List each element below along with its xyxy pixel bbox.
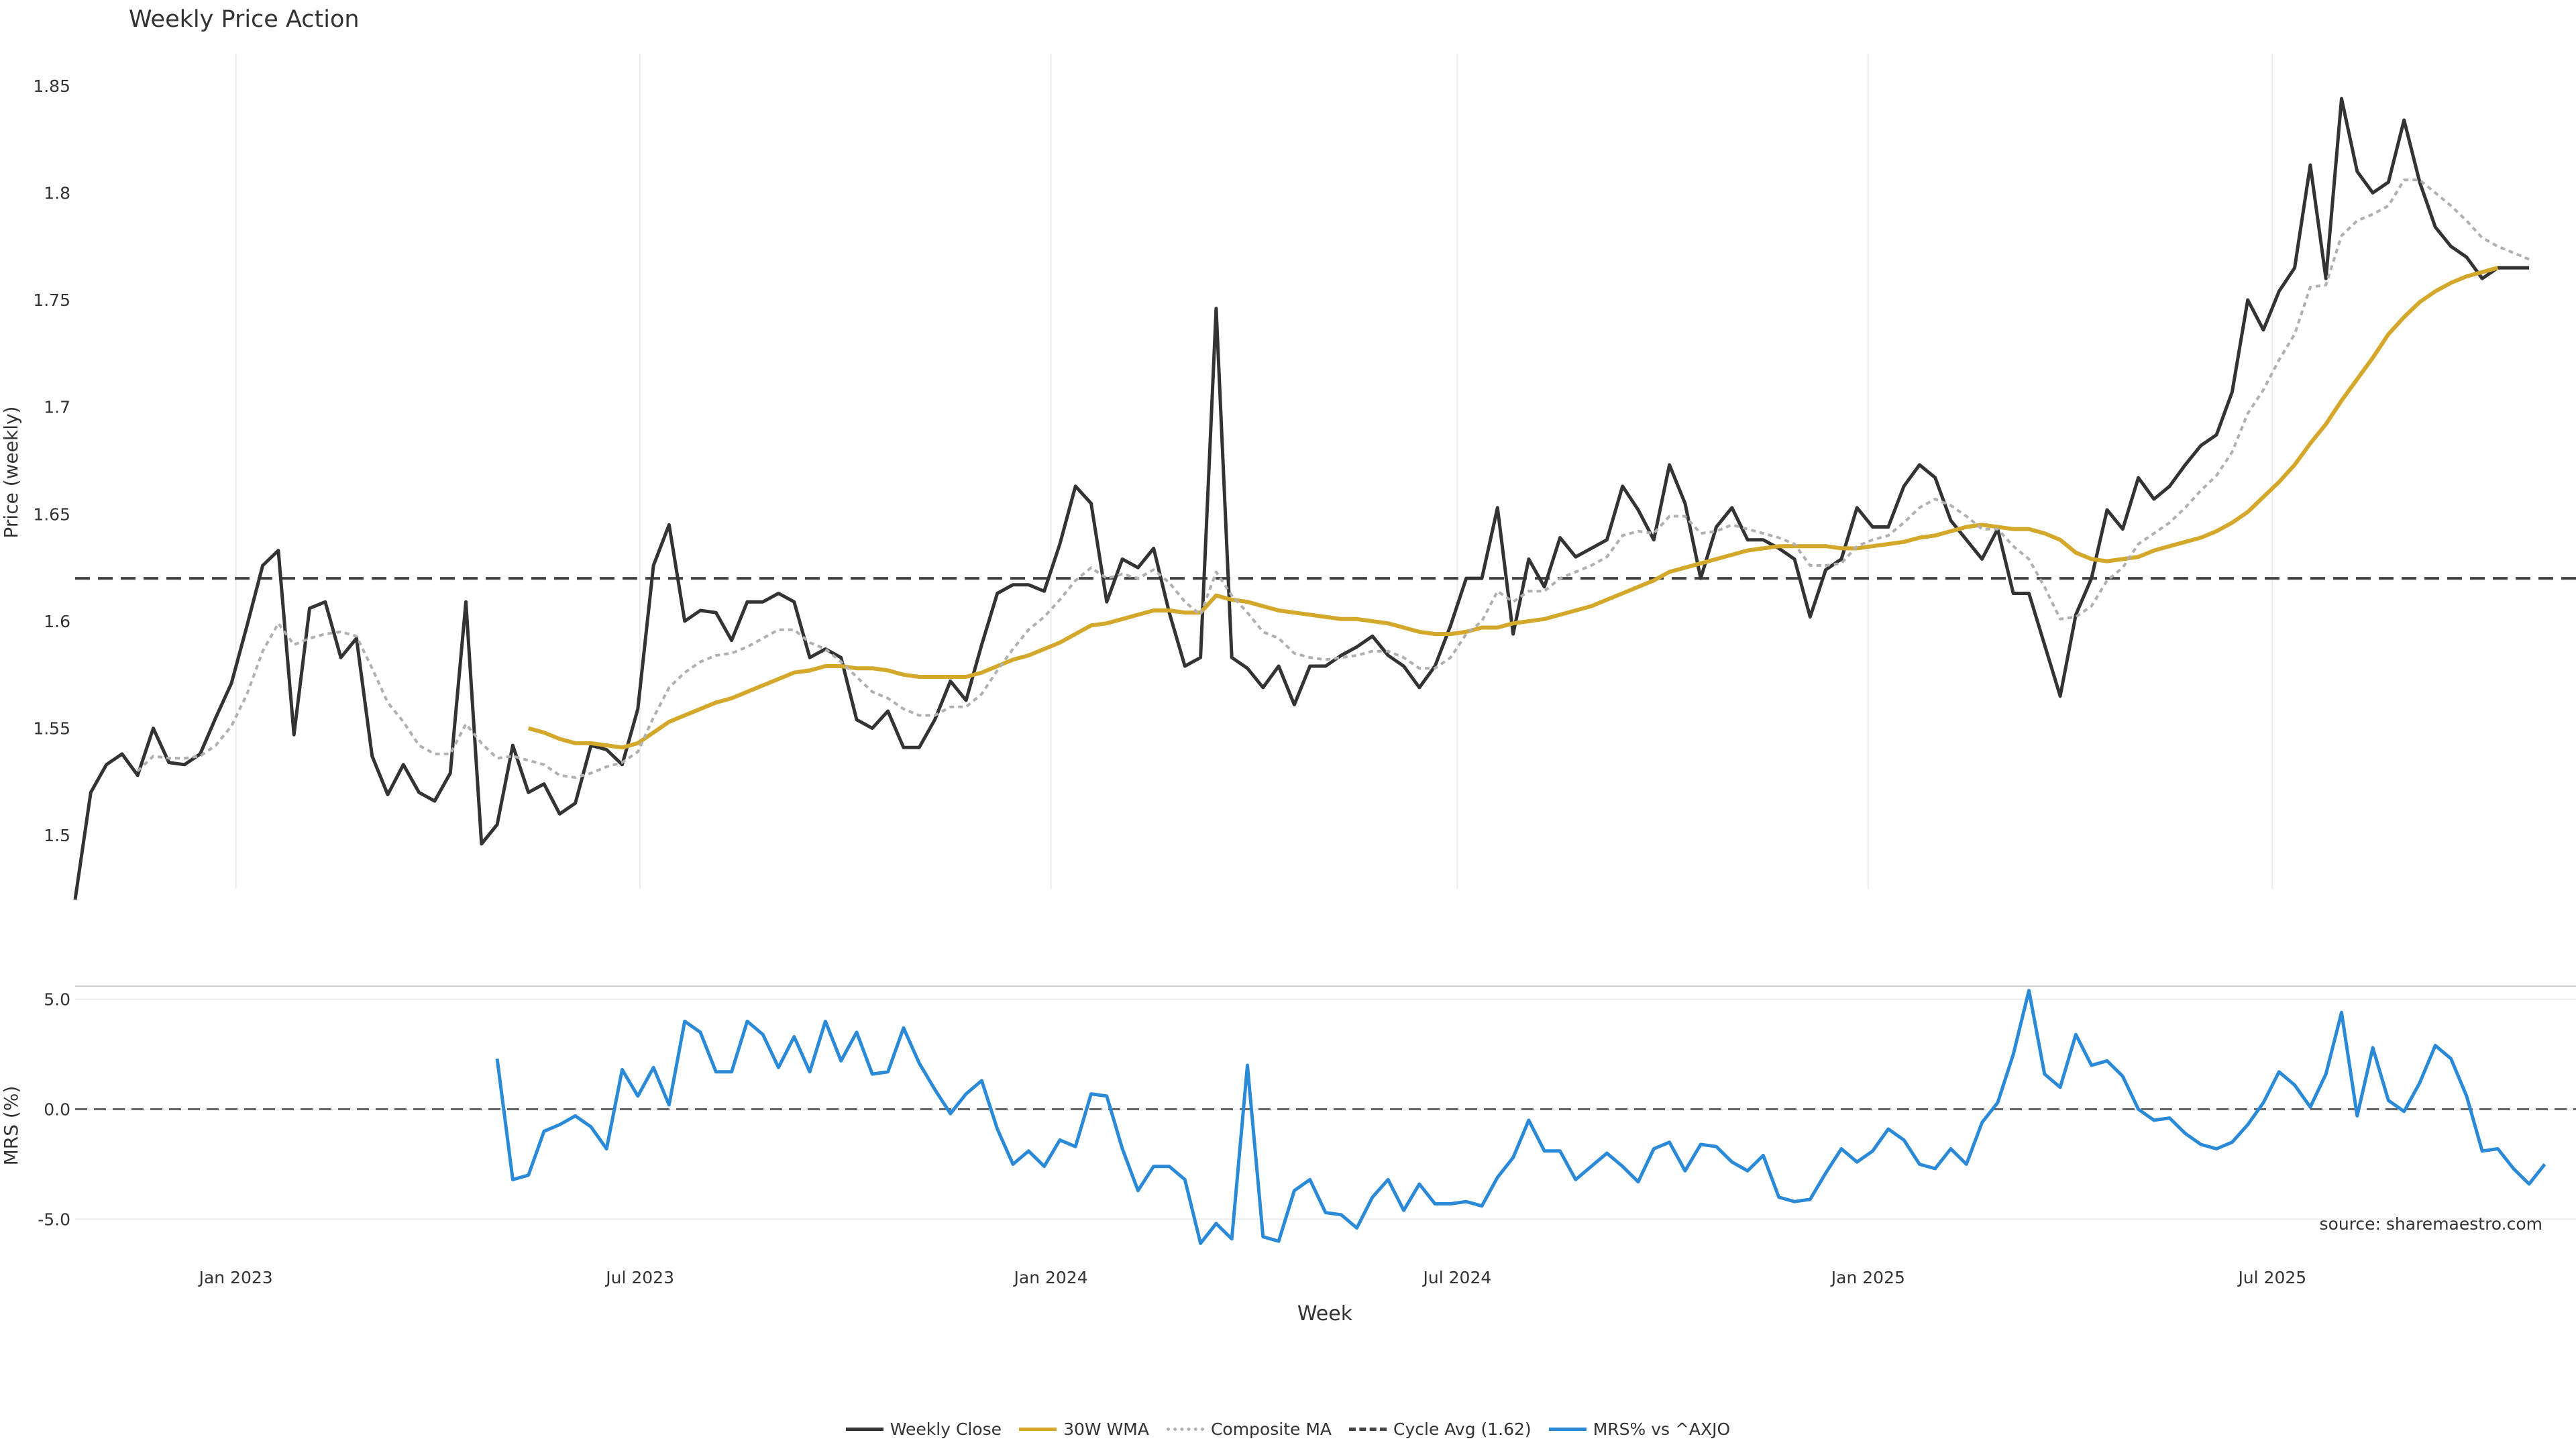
mrs-y-axis: 5.0 0.0 -5.0 [38, 990, 70, 1230]
weekly-close-line [73, 97, 2530, 900]
mrs-y-tick-label: 5.0 [44, 990, 70, 1010]
price-y-tick-label: 1.8 [44, 184, 70, 203]
legend-item-cycle-avg: Cycle Avg (1.62) [1349, 1419, 1532, 1439]
price-y-tick-label: 1.7 [44, 398, 70, 417]
price-y-axis-label: Price (weekly) [0, 407, 22, 539]
price-y-tick-label: 1.5 [44, 826, 70, 845]
legend-swatch-weekly-close [845, 1427, 883, 1431]
legend-label-mrs: MRS% vs ^AXJO [1593, 1419, 1731, 1439]
mrs-y-axis-label: MRS (%) [0, 1086, 22, 1166]
x-axis: Jan 2023 Jul 2023 Jan 2024 Jul 2024 Jan 2025… [198, 1268, 2307, 1287]
price-y-tick-label: 1.6 [44, 612, 70, 631]
x-tick-label: Jan 2025 [1830, 1268, 1905, 1287]
price-x-gridlines [235, 54, 2273, 889]
legend-swatch-composite-ma [1166, 1427, 1204, 1431]
wma-30w-line [527, 266, 2499, 750]
legend-swatch-wma [1019, 1427, 1057, 1431]
mrs-line [495, 989, 2546, 1245]
mrs-y-tick-label: -5.0 [38, 1210, 70, 1229]
x-tick-label: Jul 2023 [604, 1268, 674, 1287]
legend-item-wma: 30W WMA [1019, 1419, 1149, 1439]
price-y-axis: 1.5 1.55 1.6 1.65 1.7 1.75 1.8 1.85 [33, 76, 70, 845]
legend-item-composite-ma: Composite MA [1166, 1419, 1332, 1439]
chart-title: Weekly Price Action [129, 6, 360, 33]
x-axis-label: Week [1297, 1302, 1353, 1326]
composite-ma-line [136, 178, 2530, 779]
x-tick-label: Jan 2023 [198, 1268, 273, 1287]
legend-swatch-mrs [1548, 1427, 1587, 1431]
x-tick-label: Jul 2025 [2237, 1268, 2306, 1287]
legend-label-wma: 30W WMA [1063, 1419, 1149, 1439]
price-y-tick-label: 1.75 [33, 290, 70, 310]
legend-item-mrs: MRS% vs ^AXJO [1548, 1419, 1731, 1439]
price-y-tick-label: 1.55 [33, 719, 70, 739]
mrs-y-tick-label: 0.0 [44, 1100, 70, 1120]
price-y-tick-label: 1.65 [33, 504, 70, 524]
legend: Weekly Close 30W WMA Composite MA Cycle … [0, 1409, 2576, 1449]
legend-label-weekly-close: Weekly Close [890, 1419, 1002, 1439]
x-tick-label: Jan 2024 [1013, 1268, 1088, 1287]
x-tick-label: Jul 2024 [1422, 1268, 1492, 1287]
price-y-tick-label: 1.85 [33, 76, 70, 96]
legend-label-cycle-avg: Cycle Avg (1.62) [1393, 1419, 1532, 1439]
legend-swatch-cycle-avg [1349, 1427, 1387, 1431]
source-note: source: sharemaestro.com [2320, 1214, 2543, 1234]
legend-label-composite-ma: Composite MA [1210, 1419, 1332, 1439]
legend-item-weekly-close: Weekly Close [845, 1419, 1002, 1439]
